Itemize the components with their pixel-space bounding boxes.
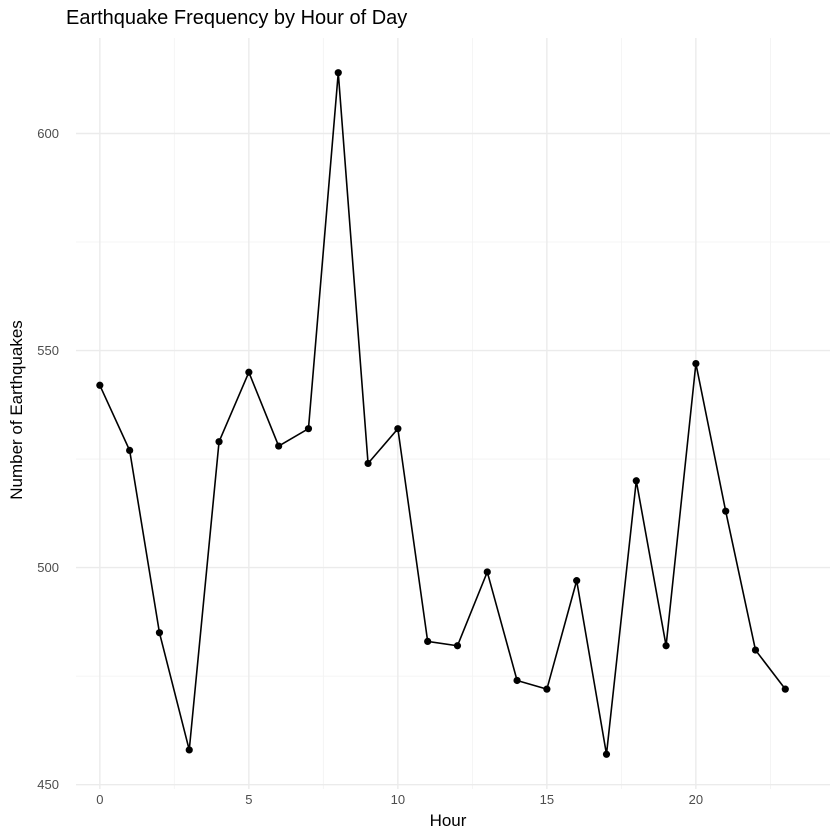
data-point [304, 425, 313, 433]
y-tick-label: 500 [37, 560, 59, 575]
y-tick-label: 550 [37, 343, 59, 358]
y-axis-tick-labels: 450 500 550 600 [37, 126, 59, 792]
chart-title: Earthquake Frequency by Hour of Day [66, 7, 407, 29]
x-axis-title: Hour [430, 811, 467, 830]
data-point [245, 368, 253, 376]
data-point [96, 381, 104, 389]
data-point [781, 685, 789, 693]
x-axis-tick-labels: 0 5 10 15 20 [96, 792, 703, 807]
data-point [662, 642, 670, 650]
data-point [453, 642, 462, 650]
x-tick-label: 10 [391, 792, 405, 807]
data-point [364, 459, 372, 468]
series-earthquake-counts [96, 69, 789, 758]
data-point [126, 446, 134, 454]
data-point [424, 637, 432, 646]
data-point [483, 568, 491, 576]
data-point [573, 577, 581, 585]
y-axis-title: Number of Earthquakes [7, 320, 26, 500]
series-line [99, 72, 786, 755]
data-point [692, 359, 700, 368]
data-point [185, 746, 193, 754]
x-tick-label: 15 [540, 792, 554, 807]
y-tick-label: 600 [37, 126, 59, 141]
data-point [632, 477, 640, 485]
data-point [513, 676, 521, 685]
data-point [394, 425, 402, 433]
data-point [334, 69, 342, 77]
data-point [215, 438, 223, 446]
x-tick-label: 20 [689, 792, 703, 807]
data-point [722, 507, 730, 515]
data-points [96, 69, 789, 758]
x-tick-label: 0 [96, 792, 103, 807]
data-point [155, 629, 164, 637]
data-point [543, 685, 551, 693]
data-point [751, 646, 760, 654]
y-tick-label: 450 [37, 777, 59, 792]
data-point [275, 442, 283, 450]
grid [76, 38, 830, 789]
x-tick-label: 5 [245, 792, 252, 807]
data-point [602, 750, 611, 758]
